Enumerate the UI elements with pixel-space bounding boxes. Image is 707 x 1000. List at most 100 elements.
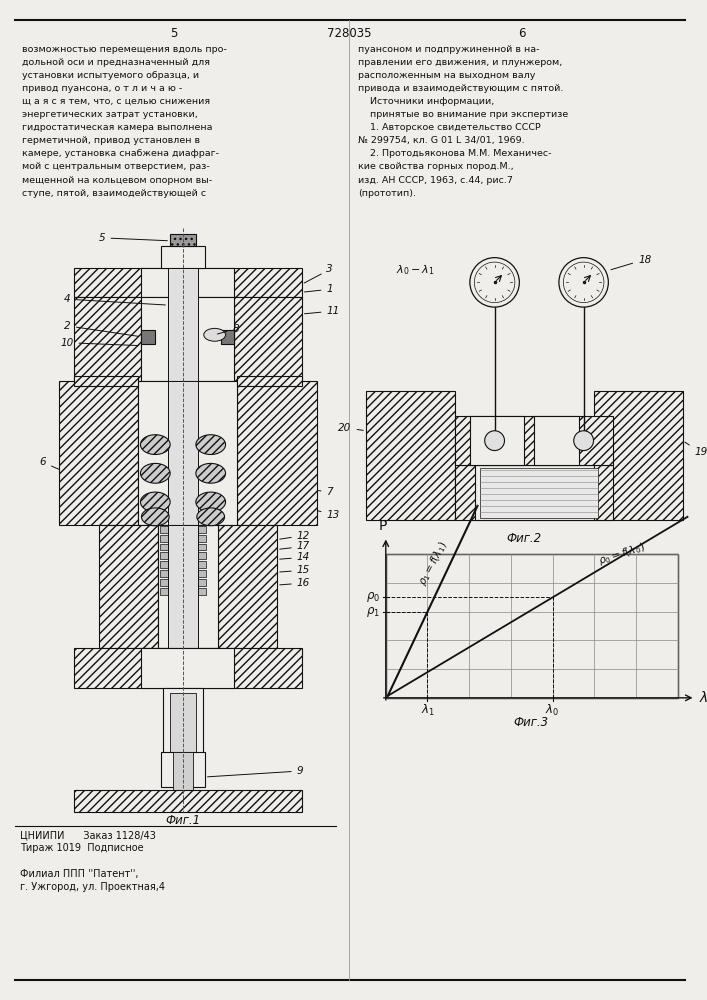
Bar xyxy=(160,544,206,550)
Bar xyxy=(455,465,613,520)
Text: 1: 1 xyxy=(305,284,333,294)
Bar xyxy=(74,790,302,812)
Text: возможностью перемещения вдоль про-: возможностью перемещения вдоль про- xyxy=(22,45,226,54)
Bar xyxy=(235,297,302,381)
Text: 15: 15 xyxy=(280,565,310,575)
Bar xyxy=(141,297,235,381)
Bar xyxy=(170,693,196,752)
Ellipse shape xyxy=(196,492,226,512)
Text: привод пуансона, о т л и ч а ю -: привод пуансона, о т л и ч а ю - xyxy=(22,84,182,93)
Text: принятые во внимание при экспертизе: принятые во внимание при экспертизе xyxy=(358,110,568,119)
Bar xyxy=(74,297,141,381)
Text: пуансоном и подпружиненной в на-: пуансоном и подпружиненной в на- xyxy=(358,45,539,54)
Circle shape xyxy=(474,262,515,303)
Bar xyxy=(161,246,205,268)
Ellipse shape xyxy=(141,463,170,483)
Ellipse shape xyxy=(141,492,170,512)
Bar xyxy=(74,376,139,386)
Bar xyxy=(74,268,302,297)
Bar xyxy=(386,554,677,698)
Bar xyxy=(160,552,206,559)
Text: ЦНИИПИ      Заказ 1128/43: ЦНИИПИ Заказ 1128/43 xyxy=(20,830,156,840)
Bar xyxy=(238,381,317,525)
Text: 6: 6 xyxy=(40,457,59,469)
Bar xyxy=(99,525,158,648)
Text: 13: 13 xyxy=(317,510,339,520)
Text: 10: 10 xyxy=(60,338,139,348)
Text: кие свойства горных пород.М.,: кие свойства горных пород.М., xyxy=(358,162,514,171)
Text: 17: 17 xyxy=(280,541,310,551)
Text: г. Ужгород, ул. Проектная,4: г. Ужгород, ул. Проектная,4 xyxy=(20,882,165,892)
Ellipse shape xyxy=(141,435,170,454)
Circle shape xyxy=(485,431,505,451)
Ellipse shape xyxy=(197,508,225,526)
Text: 19: 19 xyxy=(685,442,707,457)
Bar xyxy=(163,688,203,757)
Text: щ а я с я тем, что, с целью снижения: щ а я с я тем, что, с целью снижения xyxy=(22,97,210,106)
Text: (прототип).: (прототип). xyxy=(358,189,416,198)
Bar xyxy=(160,526,206,533)
Bar xyxy=(160,588,206,595)
Bar xyxy=(160,535,206,542)
Text: 2: 2 xyxy=(64,321,139,336)
Text: расположенным на выходном валу: расположенным на выходном валу xyxy=(358,71,535,80)
Text: привода и взаимодействующим с пятой.: привода и взаимодействующим с пятой. xyxy=(358,84,563,93)
Text: гидростатическая камера выполнена: гидростатическая камера выполнена xyxy=(22,123,212,132)
Text: Филиал ППП ''Патент'',: Филиал ППП ''Патент'', xyxy=(20,869,139,879)
Bar xyxy=(59,381,139,525)
Bar xyxy=(161,752,205,787)
Ellipse shape xyxy=(141,508,169,526)
Text: $\lambda_0 - \lambda_1$: $\lambda_0 - \lambda_1$ xyxy=(396,264,435,277)
Text: P: P xyxy=(379,519,387,533)
Bar xyxy=(366,391,455,520)
Bar xyxy=(173,752,193,802)
Text: 8: 8 xyxy=(217,324,239,334)
Text: 1. Авторское свидетельство СССР: 1. Авторское свидетельство СССР xyxy=(358,123,541,132)
Text: правлении его движения, и плунжером,: правлении его движения, и плунжером, xyxy=(358,58,562,67)
Text: $\lambda_0$: $\lambda_0$ xyxy=(546,703,559,718)
Text: Фиг.2: Фиг.2 xyxy=(507,532,542,545)
Bar xyxy=(221,330,235,344)
Text: $\lambda_1$: $\lambda_1$ xyxy=(421,703,435,718)
Text: № 299754, кл. G 01 L 34/01, 1969.: № 299754, кл. G 01 L 34/01, 1969. xyxy=(358,136,525,145)
Bar xyxy=(160,579,206,586)
Text: ступе, пятой, взаимодействующей с: ступе, пятой, взаимодействующей с xyxy=(22,189,206,198)
Text: 18: 18 xyxy=(611,255,651,270)
Text: 5: 5 xyxy=(99,233,168,243)
Text: 20: 20 xyxy=(339,423,363,433)
Bar xyxy=(470,416,525,465)
Text: 7: 7 xyxy=(317,487,333,497)
Text: мой с центральным отверстием, раз-: мой с центральным отверстием, раз- xyxy=(22,162,209,171)
Text: Фиг.3: Фиг.3 xyxy=(514,716,549,729)
Bar xyxy=(160,570,206,577)
Bar xyxy=(168,525,198,648)
Text: установки испытуемого образца, и: установки испытуемого образца, и xyxy=(22,71,199,80)
Bar xyxy=(170,234,196,246)
Circle shape xyxy=(559,258,608,307)
Text: 6: 6 xyxy=(518,27,526,40)
Bar xyxy=(218,525,277,648)
Text: 4: 4 xyxy=(64,294,165,305)
Text: дольной оси и предназначенный для: дольной оси и предназначенный для xyxy=(22,58,210,67)
Text: мещенной на кольцевом опорном вы-: мещенной на кольцевом опорном вы- xyxy=(22,176,212,185)
Text: энергетических затрат установки,: энергетических затрат установки, xyxy=(22,110,197,119)
Text: Тираж 1019  Подписное: Тираж 1019 Подписное xyxy=(20,843,144,853)
Text: $\rho_0=f(\lambda_0)$: $\rho_0=f(\lambda_0)$ xyxy=(597,540,647,568)
Bar xyxy=(455,416,613,465)
Ellipse shape xyxy=(196,435,226,454)
Bar xyxy=(158,525,218,648)
Ellipse shape xyxy=(204,328,226,341)
Text: изд. АН СССР, 1963, с.44, рис.7: изд. АН СССР, 1963, с.44, рис.7 xyxy=(358,176,513,185)
Bar xyxy=(480,468,598,518)
Bar xyxy=(238,376,302,386)
Text: 2. Протодьяконова М.М. Механичес-: 2. Протодьяконова М.М. Механичес- xyxy=(358,149,551,158)
Text: 11: 11 xyxy=(305,306,339,316)
Bar xyxy=(139,381,238,525)
Circle shape xyxy=(574,431,593,451)
Bar xyxy=(160,561,206,568)
Text: камере, установка снабжена диафраг-: камере, установка снабжена диафраг- xyxy=(22,149,218,158)
Bar xyxy=(74,648,302,688)
Circle shape xyxy=(563,262,604,303)
Text: герметичной, привод установлен в: герметичной, привод установлен в xyxy=(22,136,200,145)
Text: $\rho_0$: $\rho_0$ xyxy=(366,590,380,604)
